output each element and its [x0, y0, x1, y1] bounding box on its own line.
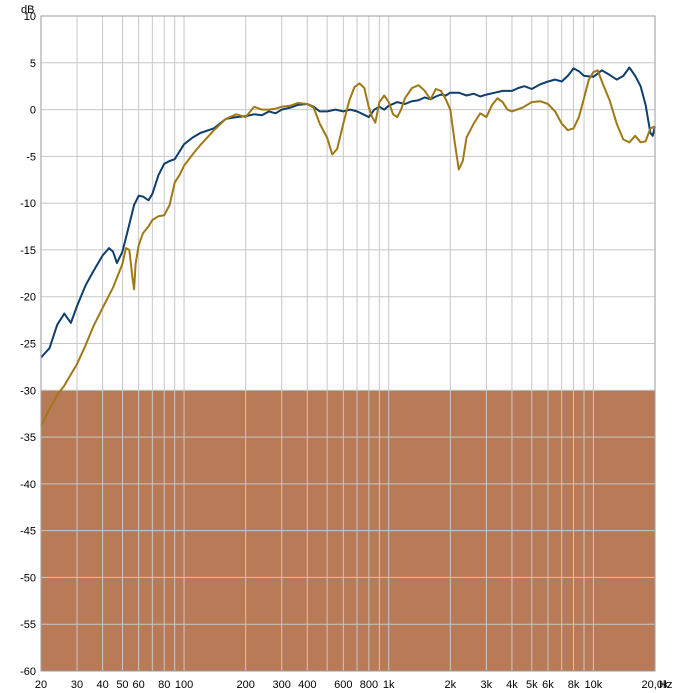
x-tick-label: 200	[236, 679, 254, 691]
y-tick-labels: 10 5 0 -5 -10 -15 -20 -25 -30 -35 -40 -45 -50 -55 -60	[20, 11, 36, 678]
y-tick-label: -40	[20, 479, 36, 491]
y-tick-label: -20	[20, 292, 36, 304]
x-tick-label: 6k	[542, 679, 554, 691]
y-tick-label: -60	[20, 666, 36, 678]
y-tick-label: 5	[30, 58, 36, 70]
y-tick-label: 0	[30, 105, 36, 117]
x-tick-label: 8k	[568, 679, 580, 691]
y-tick-label: -35	[20, 432, 36, 444]
y-tick-label: -30	[20, 385, 36, 397]
series-line-1	[40, 66, 656, 359]
x-tick-label: 10k	[585, 679, 603, 691]
x-tick-label: 4k	[506, 679, 518, 691]
x-tick-label: 2k	[445, 679, 457, 691]
y-tick-label: -55	[20, 619, 36, 631]
x-tick-label: 800	[360, 679, 378, 691]
x-tick-label: 400	[298, 679, 316, 691]
x-unit-label: Hz	[659, 679, 672, 691]
y-tick-label: -15	[20, 245, 36, 257]
gridlines	[40, 15, 656, 672]
series-lines	[40, 66, 656, 427]
x-tick-label: 30	[71, 679, 83, 691]
y-tick-label: -25	[20, 339, 36, 351]
x-tick-label: 40	[96, 679, 108, 691]
series-line-2	[40, 69, 656, 427]
y-tick-label: -45	[20, 526, 36, 538]
y-tick-label: -10	[20, 198, 36, 210]
x-tick-label: 60	[133, 679, 145, 691]
plot-frame	[40, 15, 656, 672]
x-tick-labels: 20 30 40 50 60 80 100 200 300 400 600 800 1k 2k 3k 4k 5k…	[35, 679, 669, 691]
x-tick-label: 80	[158, 679, 170, 691]
x-tick-label: 100	[175, 679, 193, 691]
x-tick-label: 1k	[383, 679, 395, 691]
x-tick-label: 20	[35, 679, 47, 691]
x-tick-label: 5k	[526, 679, 538, 691]
x-tick-label: 20,0k	[642, 679, 669, 691]
x-tick-label: 300	[273, 679, 291, 691]
y-tick-label: 10	[24, 11, 36, 23]
y-unit-label: dB	[21, 4, 34, 16]
y-tick-label: -5	[26, 151, 36, 163]
x-tick-label: 600	[334, 679, 352, 691]
y-tick-label: -50	[20, 572, 36, 584]
x-tick-label: 3k	[481, 679, 493, 691]
x-tick-label: 50	[116, 679, 128, 691]
